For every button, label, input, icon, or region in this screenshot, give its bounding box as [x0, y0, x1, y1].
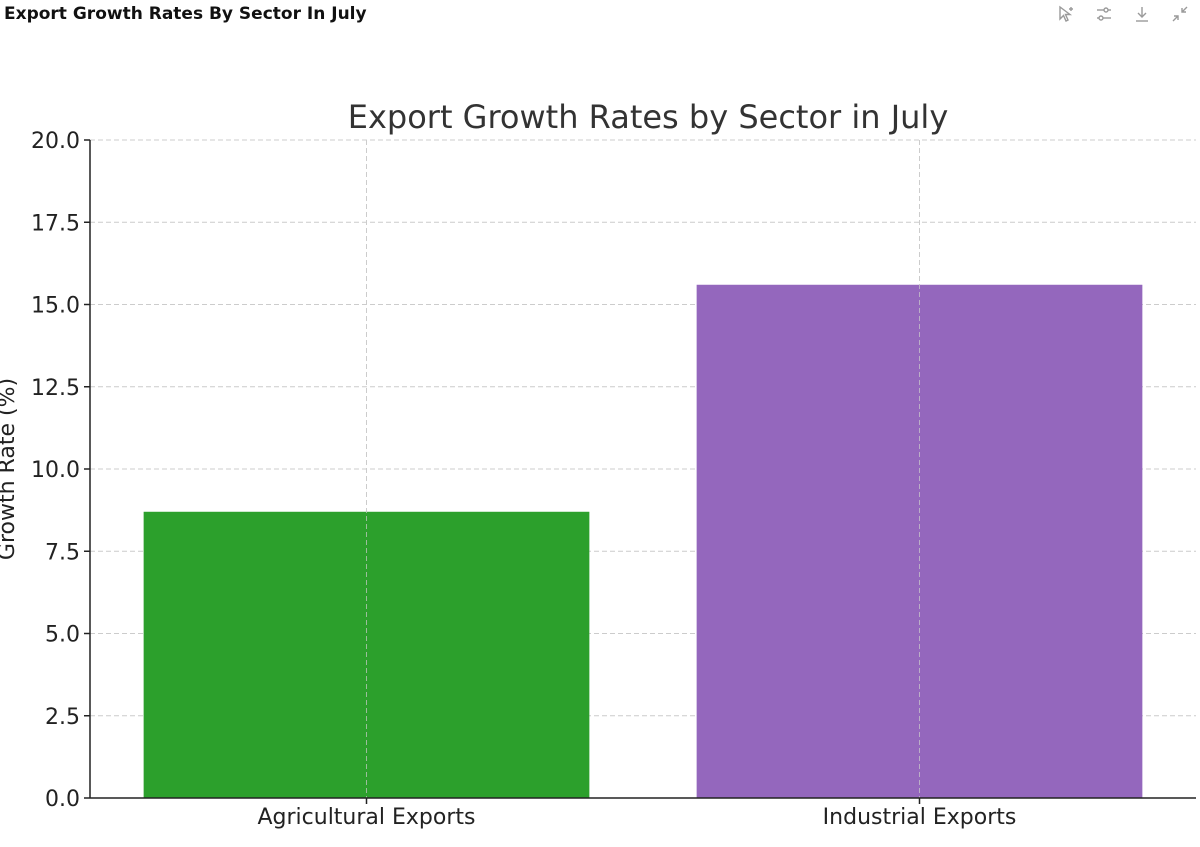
chart-toolbar	[1054, 2, 1192, 26]
x-tick-label: Industrial Exports	[823, 805, 1017, 830]
download-icon[interactable]	[1130, 2, 1154, 26]
y-tick-label: 0.0	[45, 787, 80, 812]
y-tick-label: 17.5	[31, 211, 80, 236]
y-tick-label: 10.0	[31, 458, 80, 483]
y-tick-label: 20.0	[31, 129, 80, 154]
y-tick-label: 5.0	[45, 623, 80, 648]
y-tick-label: 7.5	[45, 540, 80, 565]
y-axis-label: Growth Rate (%)	[0, 378, 20, 560]
page-title: Export Growth Rates By Sector In July	[4, 4, 367, 24]
y-tick-label: 2.5	[45, 705, 80, 730]
y-tick-label: 15.0	[31, 294, 80, 319]
collapse-icon[interactable]	[1168, 2, 1192, 26]
cursor-sparkle-icon[interactable]	[1054, 2, 1078, 26]
y-tick-label: 12.5	[31, 376, 80, 401]
sliders-icon[interactable]	[1092, 2, 1116, 26]
chart-title: Export Growth Rates by Sector in July	[348, 98, 949, 136]
x-tick-label: Agricultural Exports	[257, 805, 475, 830]
